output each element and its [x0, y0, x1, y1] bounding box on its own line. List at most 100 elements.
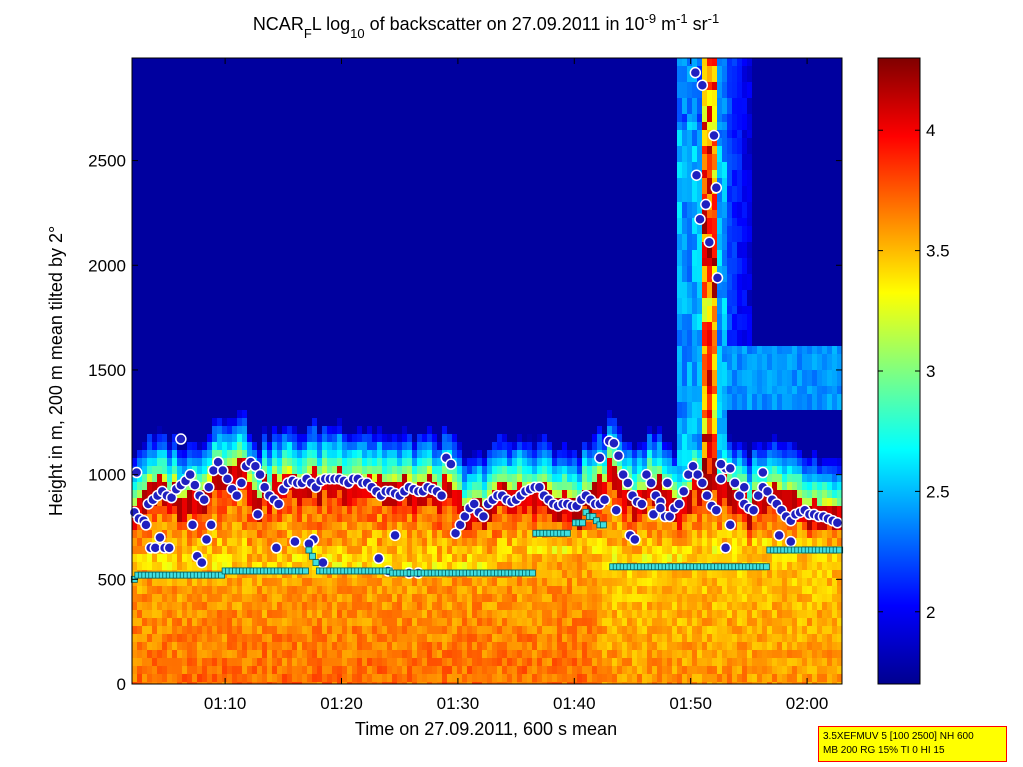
heatmap-cell: [312, 362, 318, 371]
heatmap-cell: [327, 426, 333, 435]
heatmap-cell: [422, 602, 428, 611]
heatmap-cell: [167, 426, 173, 435]
heatmap-cell: [222, 370, 228, 379]
heatmap-cell: [437, 522, 443, 531]
heatmap-cell: [242, 682, 248, 685]
heatmap-cell: [232, 562, 238, 571]
heatmap-cell: [297, 306, 303, 315]
heatmap-cell: [217, 314, 223, 323]
heatmap-cell: [392, 122, 398, 131]
heatmap-cell: [402, 58, 408, 67]
heatmap-cell: [172, 506, 178, 515]
heatmap-cell: [277, 610, 283, 619]
heatmap-cell: [167, 258, 173, 267]
heatmap-cell: [362, 370, 368, 379]
heatmap-cell: [407, 402, 413, 411]
heatmap-cell: [247, 298, 253, 307]
heatmap-cell: [182, 58, 188, 67]
heatmap-cell: [217, 226, 223, 235]
heatmap-cell: [237, 178, 243, 187]
heatmap-cell: [332, 410, 338, 419]
heatmap-cell: [387, 130, 393, 139]
heatmap-cell: [417, 546, 423, 555]
heatmap-cell: [297, 370, 303, 379]
heatmap-cell: [152, 682, 158, 685]
heatmap-cell: [182, 194, 188, 203]
heatmap-cell: [437, 314, 443, 323]
heatmap-cell: [387, 466, 393, 475]
heatmap-cell: [247, 282, 253, 291]
heatmap-cell: [402, 82, 408, 91]
heatmap-cell: [432, 266, 438, 275]
heatmap-cell: [172, 530, 178, 539]
heatmap-cell: [172, 178, 178, 187]
heatmap-cell: [232, 666, 238, 675]
heatmap-cell: [432, 530, 438, 539]
heatmap-cell: [432, 466, 438, 475]
heatmap-cell: [202, 522, 208, 531]
heatmap-cell: [252, 194, 258, 203]
heatmap-cell: [402, 434, 408, 443]
heatmap-cell: [222, 434, 228, 443]
heatmap-cell: [417, 154, 423, 163]
heatmap-cell: [257, 234, 263, 243]
heatmap-cell: [187, 538, 193, 547]
heatmap-cell: [367, 538, 373, 547]
heatmap-cell: [307, 250, 313, 259]
heatmap-cell: [177, 194, 183, 203]
heatmap-cell: [377, 58, 383, 67]
heatmap-cell: [287, 346, 293, 355]
heatmap-cell: [182, 98, 188, 107]
heatmap-cell: [167, 642, 173, 651]
heatmap-cell: [232, 682, 238, 685]
heatmap-cell: [197, 434, 203, 443]
heatmap-cell: [362, 642, 368, 651]
heatmap-cell: [322, 250, 328, 259]
heatmap-cell: [312, 138, 318, 147]
heatmap-cell: [337, 466, 343, 475]
heatmap-cell: [137, 578, 143, 587]
heatmap-cell: [312, 274, 318, 283]
heatmap-cell: [422, 130, 428, 139]
heatmap-cell: [397, 410, 403, 419]
heatmap-cell: [307, 130, 313, 139]
heatmap-cell: [192, 498, 198, 507]
heatmap-cell: [282, 298, 288, 307]
heatmap-cell: [417, 130, 423, 139]
heatmap-cell: [172, 642, 178, 651]
heatmap-cell: [362, 258, 368, 267]
heatmap-cell: [157, 522, 163, 531]
heatmap-cell: [272, 194, 278, 203]
heatmap-cell: [202, 442, 208, 451]
heatmap-cell: [137, 402, 143, 411]
heatmap-cell: [137, 218, 143, 227]
heatmap-cell: [352, 362, 358, 371]
heatmap-cell: [347, 426, 353, 435]
heatmap-cell: [232, 130, 238, 139]
heatmap-cell: [397, 418, 403, 427]
heatmap-cell: [302, 410, 308, 419]
heatmap-cell: [422, 562, 428, 571]
heatmap-cell: [422, 370, 428, 379]
heatmap-cell: [402, 74, 408, 83]
heatmap-cell: [287, 618, 293, 627]
heatmap-cell: [412, 402, 418, 411]
heatmap-cell: [257, 682, 263, 685]
heatmap-cell: [392, 618, 398, 627]
heatmap-cell: [262, 122, 268, 131]
heatmap-cell: [257, 210, 263, 219]
heatmap-cell: [322, 546, 328, 555]
heatmap-cell: [137, 82, 143, 91]
heatmap-cell: [367, 650, 373, 659]
heatmap-cell: [272, 66, 278, 75]
heatmap-cell: [202, 578, 208, 587]
heatmap-cell: [142, 298, 148, 307]
heatmap-cell: [137, 146, 143, 155]
heatmap-cell: [352, 562, 358, 571]
heatmap-cell: [232, 114, 238, 123]
heatmap-cell: [402, 394, 408, 403]
heatmap-cell: [267, 98, 273, 107]
heatmap-cell: [327, 370, 333, 379]
heatmap-cell: [442, 298, 448, 307]
heatmap-cell: [177, 562, 183, 571]
